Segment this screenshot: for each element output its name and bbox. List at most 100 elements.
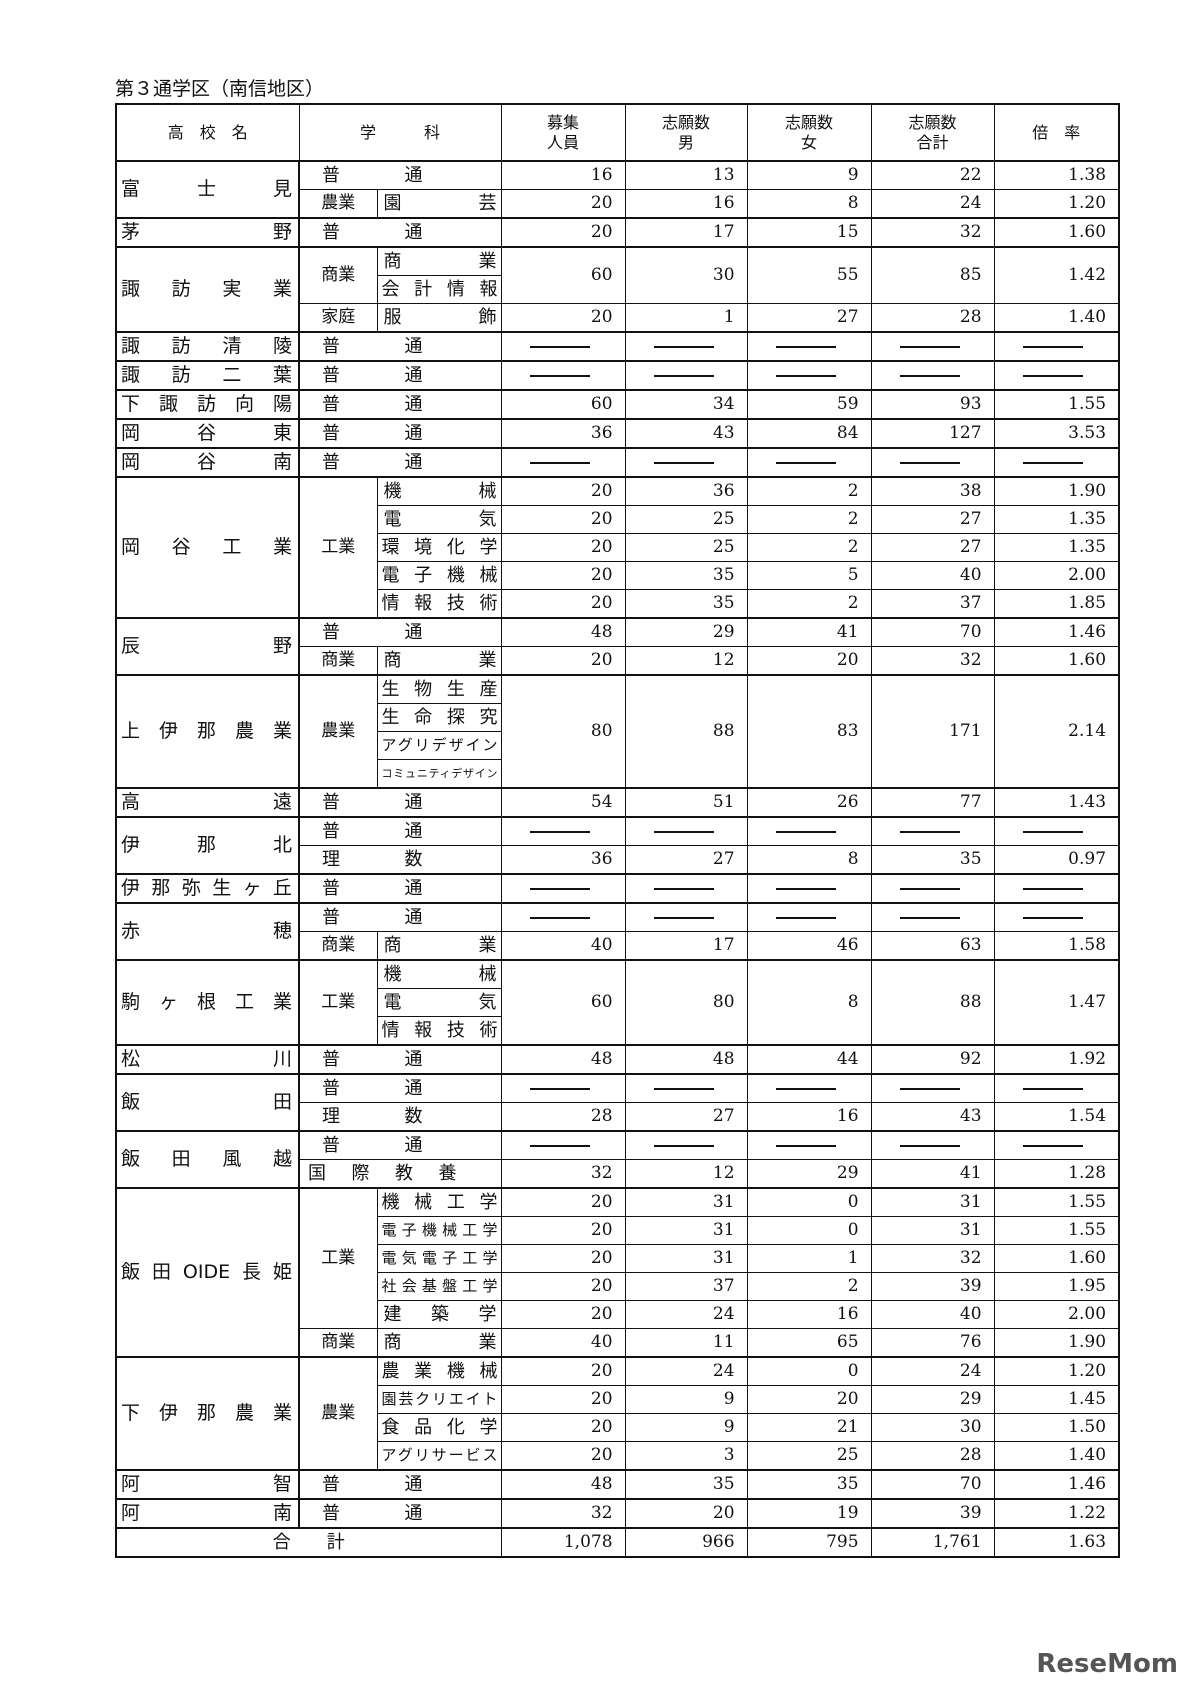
column-header: 倍 率 bbox=[993, 103, 1120, 162]
header-line: 合計 bbox=[916, 132, 949, 152]
department: 普通 bbox=[298, 160, 502, 190]
value-cell bbox=[624, 447, 748, 478]
value-cell: 0 bbox=[746, 1356, 872, 1386]
value-cell bbox=[746, 331, 872, 362]
value-cell bbox=[870, 873, 995, 904]
dash bbox=[1022, 345, 1083, 348]
dash bbox=[775, 916, 836, 919]
value-cell: 15 bbox=[746, 217, 872, 248]
value-cell bbox=[993, 447, 1120, 478]
school-name: 伊那北 bbox=[115, 816, 300, 875]
school-name: 諏訪清陵 bbox=[115, 331, 300, 362]
course: 農業機械 bbox=[376, 1356, 502, 1386]
value-cell: 28 bbox=[870, 303, 995, 333]
course: コミュニティデザイン bbox=[376, 759, 502, 789]
table-row: 商業 商業 20 12 20 32 1.60 bbox=[116, 646, 1120, 676]
dash bbox=[899, 345, 960, 348]
value-cell: 1.58 bbox=[993, 931, 1120, 961]
value-cell: 1.28 bbox=[993, 1159, 1120, 1189]
table-header: 高 校 名学 科募集 人員 志願数男志願数女志願数 合計倍 率 bbox=[115, 103, 1120, 162]
table-row: 岡谷東 普通 36 43 84 127 3.53 bbox=[115, 418, 1120, 449]
value-cell bbox=[624, 902, 748, 932]
value-cell bbox=[993, 360, 1120, 391]
value-cell bbox=[870, 447, 995, 478]
table-row: 農業 園芸 20 16 8 24 1.20 bbox=[116, 189, 1120, 219]
value-cell: 48 bbox=[500, 1044, 626, 1075]
value-cell: 2 bbox=[746, 476, 872, 506]
dash bbox=[653, 887, 714, 890]
field: 商業 bbox=[298, 931, 378, 961]
value-cell: 60 bbox=[500, 389, 626, 420]
header-line: 志願数 bbox=[908, 113, 957, 133]
table-row: 電気 20 25 2 27 1.35 bbox=[116, 505, 1120, 534]
dash bbox=[529, 830, 590, 833]
dash bbox=[529, 1144, 590, 1147]
table-row: 理数 36 27 8 35 0.97 bbox=[116, 845, 1120, 875]
value-cell: 65 bbox=[746, 1328, 872, 1358]
table-row: 諏訪実業 商業 商業 60 30 55 85 1.42 bbox=[115, 246, 1120, 333]
table-row: 伊那弥生ヶ丘 普通 bbox=[115, 873, 1120, 904]
value-cell: 20 bbox=[624, 1498, 748, 1529]
value-cell bbox=[993, 873, 1120, 904]
dash bbox=[529, 916, 590, 919]
table-title: 第３通学区（南信地区） bbox=[115, 78, 325, 100]
value-cell: 43 bbox=[624, 418, 748, 449]
department: 普通 bbox=[298, 787, 502, 818]
value-cell: 35 bbox=[624, 1469, 748, 1500]
department: 理数 bbox=[298, 845, 502, 875]
value-cell: 80 bbox=[624, 959, 748, 1046]
value-cell bbox=[500, 447, 626, 478]
table-row: 電気 bbox=[116, 988, 1119, 1017]
course: 会計情報 bbox=[376, 275, 502, 304]
value-cell: 84 bbox=[746, 418, 872, 449]
value-cell: 20 bbox=[500, 476, 626, 506]
value-cell: 13 bbox=[624, 160, 748, 190]
value-cell: 1.85 bbox=[993, 589, 1120, 619]
course: 建築学 bbox=[376, 1300, 502, 1329]
dash bbox=[653, 461, 714, 464]
school-name: 下諏訪向陽 bbox=[115, 389, 300, 420]
department: 普通 bbox=[298, 1130, 502, 1160]
school-name: 高遠 bbox=[115, 787, 300, 818]
department: 普通 bbox=[298, 331, 502, 362]
course: 情報技術 bbox=[376, 1016, 502, 1046]
dash bbox=[775, 374, 836, 377]
value-cell: 966 bbox=[624, 1527, 748, 1558]
table-row: 諏訪清陵 普通 bbox=[115, 331, 1120, 362]
value-cell: 59 bbox=[746, 389, 872, 420]
value-cell: 20 bbox=[746, 1385, 872, 1414]
value-cell: 20 bbox=[500, 189, 626, 219]
value-cell: 2.14 bbox=[993, 674, 1120, 789]
value-cell: 1.22 bbox=[993, 1498, 1120, 1529]
table-row: 食品化学 20 9 21 30 1.50 bbox=[116, 1413, 1120, 1442]
table-row: 阿南 普通 32 20 19 39 1.22 bbox=[115, 1498, 1120, 1529]
value-cell: 37 bbox=[870, 589, 995, 619]
dash bbox=[1022, 461, 1083, 464]
department: 普通 bbox=[298, 816, 502, 846]
value-cell: 20 bbox=[500, 561, 626, 590]
value-cell: 1.35 bbox=[993, 533, 1120, 562]
value-cell: 76 bbox=[870, 1328, 995, 1358]
value-cell: 40 bbox=[870, 561, 995, 590]
field: 農業 bbox=[298, 1356, 378, 1471]
column-header: 学 科 bbox=[298, 103, 502, 162]
school-name: 阿南 bbox=[115, 1498, 300, 1529]
value-cell: 1.40 bbox=[993, 1441, 1120, 1471]
value-cell: 29 bbox=[624, 617, 748, 647]
course: 園芸 bbox=[376, 189, 502, 219]
value-cell: 40 bbox=[870, 1300, 995, 1329]
value-cell bbox=[624, 331, 748, 362]
school-name: 飯田風越 bbox=[115, 1130, 300, 1189]
field: 商業 bbox=[298, 246, 378, 304]
value-cell: 1,078 bbox=[500, 1527, 626, 1558]
header-line: 志願数 bbox=[785, 113, 834, 133]
field: 農業 bbox=[298, 189, 378, 219]
table-row: 飯田風越 普通 bbox=[115, 1130, 1120, 1189]
value-cell: 60 bbox=[500, 959, 626, 1046]
table-row: 園芸クリエイト 20 9 20 29 1.45 bbox=[116, 1385, 1120, 1414]
value-cell: 12 bbox=[624, 646, 748, 676]
value-cell: 1.38 bbox=[993, 160, 1120, 190]
total-row: 合 計 1,078 966 795 1,761 1.63 bbox=[115, 1527, 1120, 1558]
value-cell: 36 bbox=[500, 418, 626, 449]
